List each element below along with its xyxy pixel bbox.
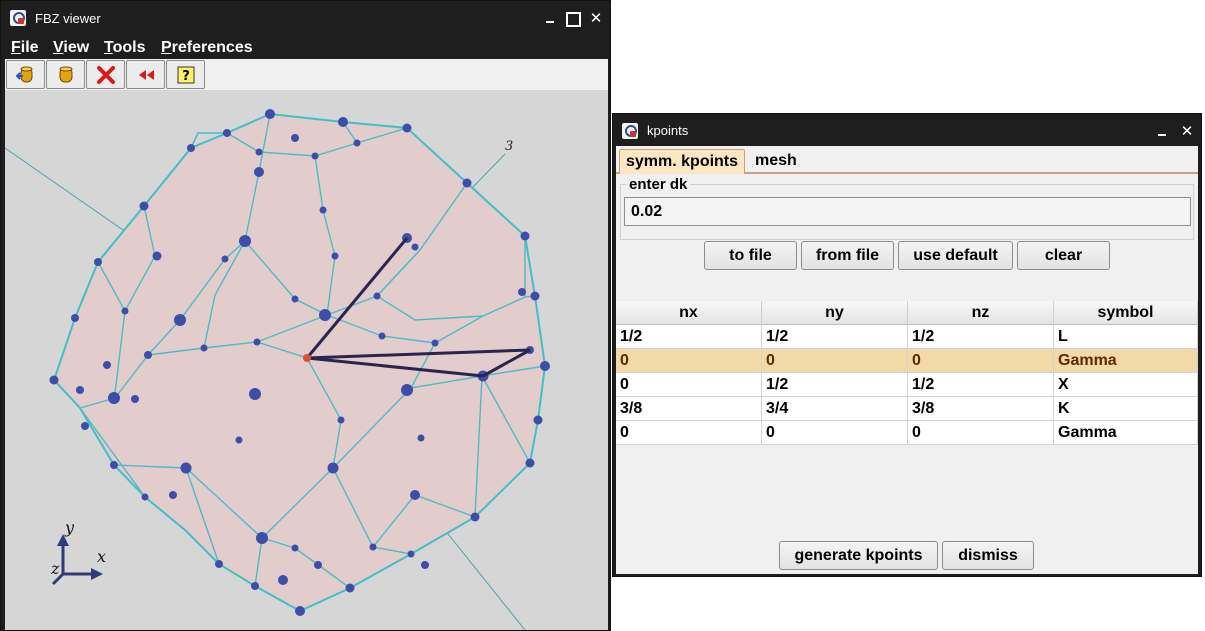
y-axis-label: y bbox=[64, 518, 75, 537]
cell-ny[interactable]: 0 bbox=[762, 421, 908, 445]
x-axis-label: x bbox=[97, 547, 106, 566]
menu-file[interactable]: File bbox=[11, 39, 39, 57]
cell-nz[interactable]: 0 bbox=[908, 421, 1054, 445]
dk-input[interactable] bbox=[624, 197, 1191, 226]
load-icon bbox=[16, 66, 33, 83]
column-header-ny[interactable]: ny bbox=[762, 301, 908, 325]
close-icon[interactable]: ✕ bbox=[589, 9, 603, 27]
menu-view-mnemonic: V bbox=[53, 39, 64, 56]
svg-text:?: ? bbox=[182, 69, 190, 84]
table-row[interactable]: 0 1/2 1/2 X bbox=[616, 373, 1198, 397]
use-default-button[interactable]: use default bbox=[898, 241, 1013, 270]
table-row[interactable]: 1/2 1/2 1/2 L bbox=[616, 325, 1198, 349]
cell-nz[interactable]: 0 bbox=[908, 349, 1054, 373]
kpoints-table: nx ny nz symbol 1/2 1/2 1/2 L 0 0 0 Gamm… bbox=[616, 301, 1198, 445]
java-app-icon bbox=[10, 10, 26, 26]
cell-nx[interactable]: 0 bbox=[616, 373, 762, 397]
menu-tools-mnemonic: T bbox=[104, 39, 113, 56]
kpoints-panel: symm. kpoints mesh enter dk to file from… bbox=[616, 146, 1198, 574]
dk-group: enter dk bbox=[620, 176, 1194, 240]
tab-symm-kpoints[interactable]: symm. kpoints bbox=[619, 149, 746, 174]
zone-vertices bbox=[49, 109, 550, 616]
brillouin-zone-surface bbox=[52, 112, 547, 613]
help-button[interactable]: ? bbox=[166, 60, 205, 89]
toolbar: ? bbox=[5, 59, 608, 90]
cell-nz[interactable]: 3/8 bbox=[908, 397, 1054, 421]
rewind-icon bbox=[139, 70, 154, 80]
tab-strip: symm. kpoints mesh bbox=[616, 146, 1198, 174]
minimize-icon[interactable] bbox=[1153, 122, 1171, 140]
table-header: nx ny nz symbol bbox=[616, 301, 1198, 325]
to-file-button[interactable]: to file bbox=[704, 241, 797, 270]
z-axis-label: z bbox=[50, 559, 60, 578]
dk-group-label: enter dk bbox=[626, 176, 691, 193]
from-file-button[interactable]: from file bbox=[801, 241, 894, 270]
menubar: File View Tools Preferences bbox=[1, 37, 610, 59]
menu-tools[interactable]: Tools bbox=[104, 39, 145, 57]
close-icon[interactable]: ✕ bbox=[1180, 122, 1194, 140]
column-header-nx[interactable]: nx bbox=[616, 301, 762, 325]
cell-nz[interactable]: 1/2 bbox=[908, 373, 1054, 397]
cell-symbol[interactable]: Gamma bbox=[1054, 421, 1198, 445]
brillouin-zone-3d-view: 3 bbox=[5, 109, 550, 630]
table-row[interactable]: 3/8 3/4 3/8 K bbox=[616, 397, 1198, 421]
java-app-icon bbox=[622, 123, 638, 139]
clear-button[interactable]: clear bbox=[1017, 241, 1110, 270]
brillouin-zone-viewport[interactable]: 3 bbox=[5, 90, 608, 630]
kpoints-window: kpoints ✕ symm. kpoints mesh enter dk to… bbox=[612, 113, 1202, 577]
column-header-nz[interactable]: nz bbox=[908, 301, 1054, 325]
help-icon: ? bbox=[177, 66, 195, 84]
cell-ny[interactable]: 3/4 bbox=[762, 397, 908, 421]
delete-button[interactable] bbox=[86, 60, 125, 89]
dismiss-button[interactable]: dismiss bbox=[942, 541, 1034, 570]
column-header-symbol[interactable]: symbol bbox=[1054, 301, 1198, 325]
menu-preferences-label: references bbox=[171, 39, 253, 56]
fbz-titlebar[interactable]: FBZ viewer ✕ bbox=[1, 1, 610, 37]
path-label: 3 bbox=[505, 139, 513, 154]
cell-nx[interactable]: 0 bbox=[616, 349, 762, 373]
rewind-button[interactable] bbox=[126, 60, 165, 89]
minimize-icon[interactable] bbox=[541, 9, 559, 27]
tab-mesh[interactable]: mesh bbox=[755, 152, 797, 169]
fbz-viewer-window: FBZ viewer ✕ File View Tools Preferences bbox=[0, 0, 611, 631]
orientation-axes: y x z bbox=[50, 518, 106, 586]
fbz-window-title: FBZ viewer bbox=[35, 11, 101, 26]
cell-symbol[interactable]: X bbox=[1054, 373, 1198, 397]
cell-nz[interactable]: 1/2 bbox=[908, 325, 1054, 349]
load-button[interactable] bbox=[6, 60, 45, 89]
delete-icon bbox=[97, 66, 115, 84]
maximize-icon[interactable] bbox=[563, 9, 581, 27]
gamma-point-marker bbox=[303, 354, 311, 362]
cell-nx[interactable]: 1/2 bbox=[616, 325, 762, 349]
cell-symbol[interactable]: Gamma bbox=[1054, 349, 1198, 373]
menu-file-label: ile bbox=[20, 39, 39, 56]
cell-symbol[interactable]: K bbox=[1054, 397, 1198, 421]
menu-view[interactable]: View bbox=[53, 39, 89, 57]
menu-tools-label: ools bbox=[112, 39, 146, 56]
menu-preferences[interactable]: Preferences bbox=[161, 39, 253, 57]
menu-file-mnemonic: F bbox=[11, 39, 21, 56]
kpoints-titlebar[interactable]: kpoints ✕ bbox=[613, 114, 1201, 146]
table-row[interactable]: 0 0 0 Gamma bbox=[616, 421, 1198, 445]
generate-kpoints-button[interactable]: generate kpoints bbox=[779, 541, 938, 570]
cell-symbol[interactable]: L bbox=[1054, 325, 1198, 349]
save-icon bbox=[59, 66, 73, 83]
cell-ny[interactable]: 1/2 bbox=[762, 325, 908, 349]
cell-nx[interactable]: 0 bbox=[616, 421, 762, 445]
cell-ny[interactable]: 0 bbox=[762, 349, 908, 373]
cell-ny[interactable]: 1/2 bbox=[762, 373, 908, 397]
kpoints-window-title: kpoints bbox=[647, 123, 689, 138]
save-button[interactable] bbox=[46, 60, 85, 89]
menu-view-label: iew bbox=[63, 39, 90, 56]
cell-nx[interactable]: 3/8 bbox=[616, 397, 762, 421]
kpoint-path bbox=[305, 237, 531, 378]
menu-preferences-mnemonic: P bbox=[161, 39, 172, 56]
table-row-selected[interactable]: 0 0 0 Gamma bbox=[616, 349, 1198, 373]
